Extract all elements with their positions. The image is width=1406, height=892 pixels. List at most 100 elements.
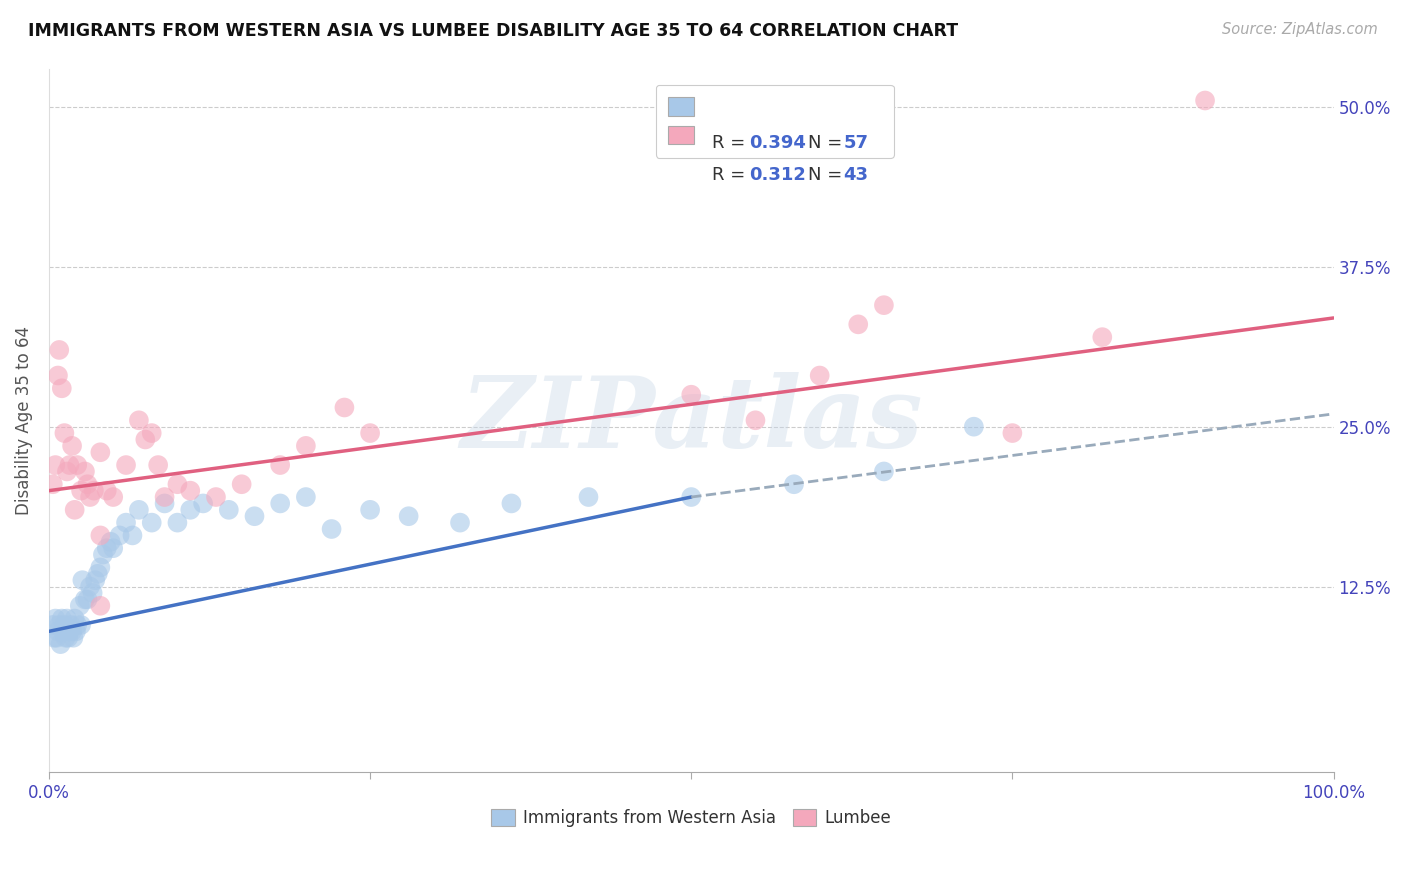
Text: R =: R = (713, 167, 751, 185)
Point (846, 318, 869, 332)
Point (72, 573, 94, 587)
Text: 0.312: 0.312 (749, 167, 806, 185)
Point (59, 618, 82, 632)
Point (398, 509, 420, 524)
Text: IMMIGRANTS FROM WESTERN ASIA VS LUMBEE DISABILITY AGE 35 TO 64 CORRELATION CHART: IMMIGRANTS FROM WESTERN ASIA VS LUMBEE D… (28, 22, 959, 40)
Point (73, 592, 96, 607)
Point (333, 401, 356, 415)
Text: N =: N = (808, 167, 848, 185)
Point (963, 419, 986, 434)
Point (89, 560, 111, 574)
Point (681, 490, 703, 504)
Point (231, 477, 253, 491)
Point (1091, 330, 1114, 344)
Point (578, 490, 600, 504)
Legend: Immigrants from Western Asia, Lumbee: Immigrants from Western Asia, Lumbee (485, 803, 898, 834)
Point (79, 490, 101, 504)
Point (48, 618, 70, 632)
Text: 57: 57 (844, 135, 869, 153)
Point (44, 458, 66, 472)
Text: 0.394: 0.394 (749, 135, 806, 153)
Point (52, 624, 75, 639)
Point (873, 298, 896, 312)
Point (103, 490, 125, 504)
Point (79, 580, 101, 594)
Point (46, 624, 69, 639)
Point (56, 465, 79, 479)
Point (70, 618, 93, 632)
Point (58, 624, 80, 639)
Point (134, 433, 156, 447)
Point (295, 439, 318, 453)
Point (359, 426, 381, 441)
Point (501, 496, 523, 510)
Point (1194, 94, 1216, 108)
Point (42, 618, 65, 632)
Point (179, 503, 201, 517)
Point (42, 477, 65, 491)
Point (205, 490, 228, 504)
Point (269, 496, 291, 510)
Point (70, 483, 93, 498)
Point (115, 458, 138, 472)
Point (53, 426, 76, 441)
Point (873, 465, 896, 479)
Point (87, 566, 110, 581)
Point (66, 618, 89, 632)
Point (63, 611, 86, 625)
Point (96, 483, 118, 498)
Point (166, 477, 188, 491)
Point (115, 516, 138, 530)
Point (60, 624, 83, 639)
Point (121, 528, 143, 542)
Point (108, 528, 131, 542)
Point (179, 483, 201, 498)
Point (63, 503, 86, 517)
Point (76, 477, 98, 491)
Point (269, 458, 291, 472)
Point (76, 592, 98, 607)
Point (128, 503, 150, 517)
Point (681, 387, 703, 401)
Point (166, 516, 188, 530)
Point (58, 631, 80, 645)
Point (46, 368, 69, 383)
Point (153, 490, 176, 504)
Point (96, 541, 118, 556)
Text: 43: 43 (844, 167, 869, 185)
Point (66, 458, 89, 472)
Point (65, 624, 87, 639)
Point (48, 343, 70, 357)
Point (51, 381, 73, 395)
Text: R =: R = (713, 135, 751, 153)
Y-axis label: Disability Age 35 to 64: Disability Age 35 to 64 (15, 326, 32, 515)
Point (744, 413, 766, 427)
Point (146, 458, 169, 472)
Point (243, 509, 266, 524)
Point (103, 541, 125, 556)
Point (60, 439, 83, 453)
Point (141, 426, 163, 441)
Point (153, 496, 176, 510)
Point (53, 618, 76, 632)
Point (321, 522, 343, 536)
Point (808, 368, 831, 383)
Point (51, 611, 73, 625)
Point (83, 483, 105, 498)
Point (89, 445, 111, 459)
Point (295, 490, 318, 504)
Point (783, 477, 806, 491)
Text: N =: N = (808, 135, 848, 153)
Point (91, 548, 114, 562)
Point (89, 599, 111, 613)
Point (49, 637, 72, 651)
Point (69, 599, 91, 613)
Text: Source: ZipAtlas.com: Source: ZipAtlas.com (1222, 22, 1378, 37)
Point (218, 503, 240, 517)
Point (58, 458, 80, 472)
Point (56, 611, 79, 625)
Point (82, 586, 104, 600)
Point (62, 631, 84, 645)
Point (449, 516, 471, 530)
Text: ZIPatlas: ZIPatlas (460, 372, 922, 468)
